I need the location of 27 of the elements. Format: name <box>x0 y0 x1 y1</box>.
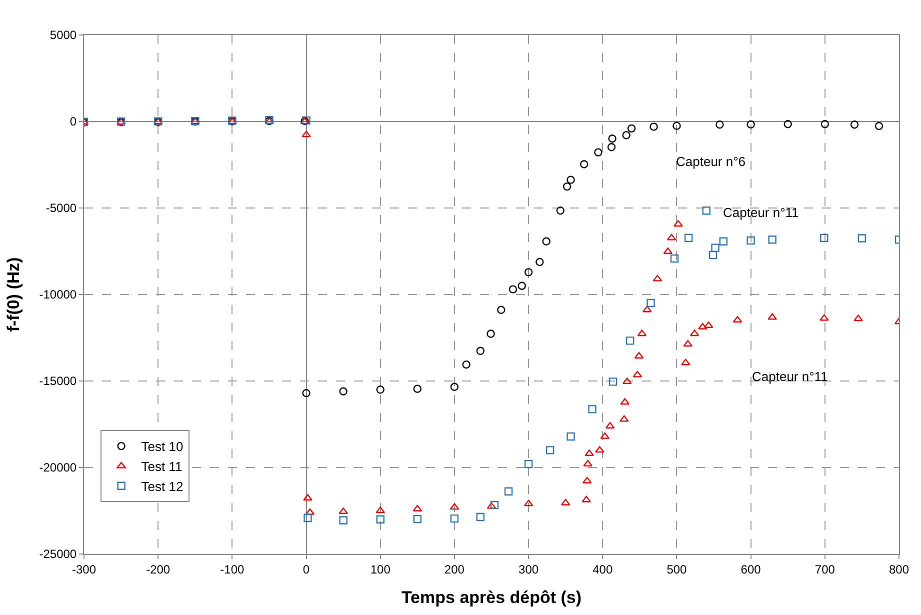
annotation: Capteur n°6 <box>676 154 746 169</box>
x-tick-label: 100 <box>370 562 391 576</box>
x-tick-label: 300 <box>518 562 539 576</box>
y-tick-label: 0 <box>70 114 77 129</box>
x-tick-label: 0 <box>302 562 310 576</box>
y-tick-label: 5000 <box>50 28 77 42</box>
x-tick-label: 700 <box>814 562 836 576</box>
annotation: Capteur n°11 <box>723 205 799 220</box>
legend-label: Test 11 <box>141 459 182 474</box>
legend-label: Test 10 <box>141 439 184 454</box>
x-tick-label: 800 <box>888 562 910 576</box>
x-tick-label: -300 <box>72 562 96 576</box>
x-tick-label: 600 <box>740 562 762 576</box>
x-tick-label: -100 <box>220 562 245 576</box>
legend-label: Test 12 <box>141 478 184 494</box>
x-tick-label: 400 <box>592 562 613 576</box>
x-tick-label: 200 <box>444 562 465 576</box>
y-axis-title: f-f(0) (Hz) <box>4 257 23 332</box>
y-tick-label: -10000 <box>39 288 77 302</box>
y-tick-label: -15000 <box>39 374 77 388</box>
x-tick-label: 500 <box>666 562 688 576</box>
annotation: Capteur n°11 <box>752 369 828 384</box>
y-tick-label: -5000 <box>46 201 77 216</box>
y-tick-label: -25000 <box>39 547 77 562</box>
y-tick-label: -20000 <box>39 460 77 475</box>
x-axis-title: Temps après dépôt (s) <box>401 588 582 607</box>
x-tick-label: -200 <box>146 562 170 576</box>
